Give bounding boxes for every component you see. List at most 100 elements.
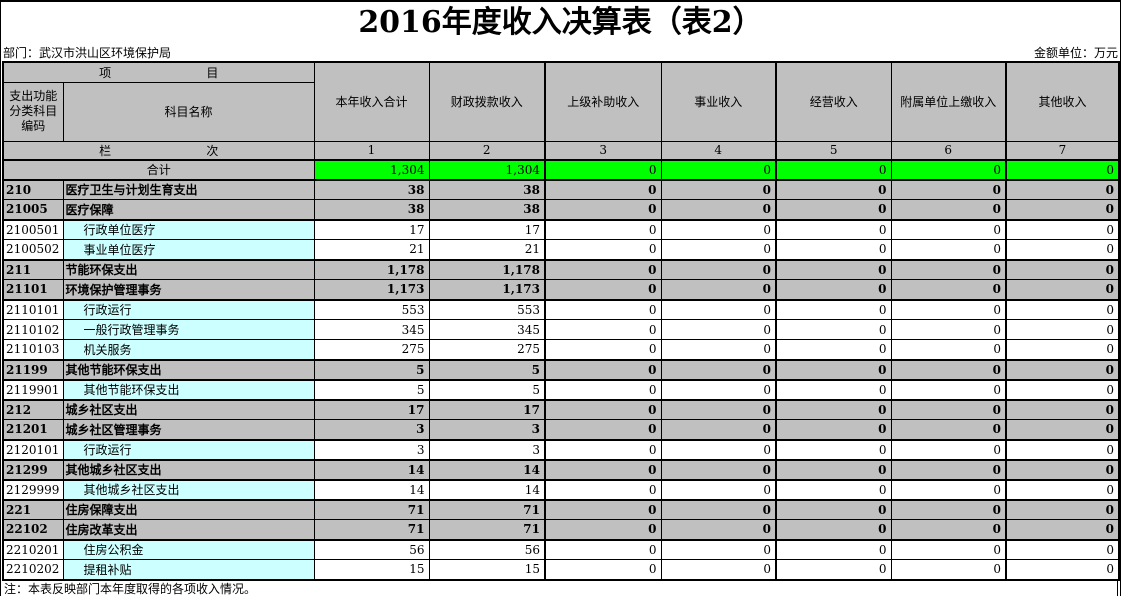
row-value: 0 — [890, 498, 1007, 520]
row-value: 0 — [775, 419, 892, 440]
row-value: 0 — [890, 279, 1007, 300]
row-value: 0 — [544, 559, 662, 580]
rank-label-cell: 栏 次 — [2, 140, 315, 160]
table-row: 221 住房保障支出 71 71 0 0 0 0 0 — [2, 498, 1120, 520]
row-value: 38 — [428, 178, 546, 200]
row-value: 1,178 — [428, 258, 546, 280]
row-name: 节能环保支出 — [62, 258, 315, 280]
total-value: 1,304 — [428, 158, 546, 180]
row-value: 0 — [775, 279, 892, 300]
row-value: 0 — [890, 398, 1007, 420]
table-row: 21199 其他节能环保支出 5 5 0 0 0 0 0 — [2, 358, 1120, 380]
row-code: 21101 — [2, 279, 64, 300]
row-value: 0 — [544, 519, 662, 540]
footnote: 注：本表反映部门本年度取得的各项收入情况。 — [4, 581, 257, 596]
row-code: 2110103 — [2, 339, 64, 360]
table-row: 2100502 事业单位医疗 21 21 0 0 0 0 0 — [2, 239, 1120, 260]
row-code: 2100501 — [2, 218, 64, 240]
total-value: 0 — [890, 158, 1007, 180]
table-row: 212 城乡社区支出 17 17 0 0 0 0 0 — [2, 398, 1120, 420]
row-name: 城乡社区支出 — [62, 398, 315, 420]
project-header-row: 项 目 本年收入合计 财政拨款收入 上级补助收入 事业收入 经营收入 附属单位上… — [2, 61, 1120, 142]
row-value: 0 — [660, 279, 777, 300]
row-value: 17 — [428, 218, 546, 240]
rank-row: 栏 次 1 2 3 4 5 6 7 — [2, 140, 1120, 160]
meta-row: 部门：武汉市洪山区环境保护局 金额单位：万元 — [1, 44, 1120, 61]
table-row: 21101 环境保护管理事务 1,173 1,173 0 0 0 0 0 — [2, 279, 1120, 300]
row-value: 0 — [660, 519, 777, 540]
footer-strip: 注：本表反映部门本年度取得的各项收入情况。 — [2, 580, 1118, 596]
row-value: 0 — [775, 458, 892, 480]
row-value: 0 — [890, 419, 1007, 440]
row-value: 38 — [313, 199, 430, 220]
column-number: 5 — [775, 140, 892, 160]
row-value: 17 — [313, 218, 430, 240]
row-code: 22102 — [2, 519, 64, 540]
row-code: 21005 — [2, 199, 64, 220]
row-value: 71 — [313, 498, 430, 520]
row-value: 0 — [544, 438, 662, 460]
row-name: 其他城乡社区支出 — [62, 478, 315, 500]
row-value: 0 — [890, 538, 1007, 560]
row-value: 275 — [313, 339, 430, 360]
row-value: 5 — [313, 358, 430, 380]
row-code: 2119901 — [2, 378, 64, 400]
row-value: 71 — [313, 519, 430, 540]
row-code: 2100502 — [2, 239, 64, 260]
row-value: 0 — [1005, 358, 1120, 380]
row-value: 0 — [890, 378, 1007, 400]
row-value: 1,173 — [428, 279, 546, 300]
row-code: 2110101 — [2, 298, 64, 320]
row-value: 71 — [428, 519, 546, 540]
row-name: 其他城乡社区支出 — [62, 458, 315, 480]
row-code: 2210202 — [2, 559, 64, 580]
row-name: 提租补贴 — [62, 559, 315, 580]
total-value: 1,304 — [313, 158, 430, 180]
row-code: 2120101 — [2, 438, 64, 460]
row-value: 0 — [890, 339, 1007, 360]
table-body: 项 目 本年收入合计 财政拨款收入 上级补助收入 事业收入 经营收入 附属单位上… — [2, 61, 1120, 580]
row-value: 0 — [660, 199, 777, 220]
department-label: 部门：武汉市洪山区环境保护局 — [3, 46, 172, 60]
row-value: 0 — [1005, 218, 1120, 240]
row-name: 其他节能环保支出 — [62, 378, 315, 400]
row-value: 345 — [428, 319, 546, 340]
page-title: 2016年度收入决算表（表2） — [358, 5, 763, 40]
row-value: 0 — [660, 358, 777, 380]
total-value: 0 — [775, 158, 892, 180]
row-value: 14 — [428, 478, 546, 500]
row-code: 221 — [2, 498, 64, 520]
row-value: 3 — [428, 438, 546, 460]
row-value: 0 — [544, 239, 662, 260]
row-value: 71 — [428, 498, 546, 520]
row-value: 0 — [890, 258, 1007, 280]
row-code: 21299 — [2, 458, 64, 480]
row-value: 0 — [544, 319, 662, 340]
table-row: 210 医疗卫生与计划生育支出 38 38 0 0 0 0 0 — [2, 178, 1120, 200]
row-code: 210 — [2, 178, 64, 200]
row-value: 3 — [313, 438, 430, 460]
row-value: 0 — [660, 458, 777, 480]
row-value: 0 — [890, 178, 1007, 200]
row-value: 0 — [890, 519, 1007, 540]
row-value: 0 — [660, 559, 777, 580]
row-value: 0 — [544, 498, 662, 520]
row-name: 环境保护管理事务 — [62, 279, 315, 300]
row-value: 0 — [775, 519, 892, 540]
row-code: 21199 — [2, 358, 64, 380]
row-value: 0 — [890, 218, 1007, 240]
row-code: 211 — [2, 258, 64, 280]
row-value: 0 — [775, 258, 892, 280]
row-name: 医疗卫生与计划生育支出 — [62, 178, 315, 200]
row-value: 0 — [1005, 319, 1120, 340]
row-value: 0 — [890, 458, 1007, 480]
row-value: 0 — [660, 218, 777, 240]
row-value: 0 — [660, 438, 777, 460]
unit-label: 金额单位：万元 — [1033, 46, 1118, 60]
row-value: 553 — [428, 298, 546, 320]
row-value: 0 — [660, 178, 777, 200]
row-value: 0 — [775, 538, 892, 560]
project-label-right: 目 — [206, 65, 219, 80]
row-name: 住房改革支出 — [62, 519, 315, 540]
